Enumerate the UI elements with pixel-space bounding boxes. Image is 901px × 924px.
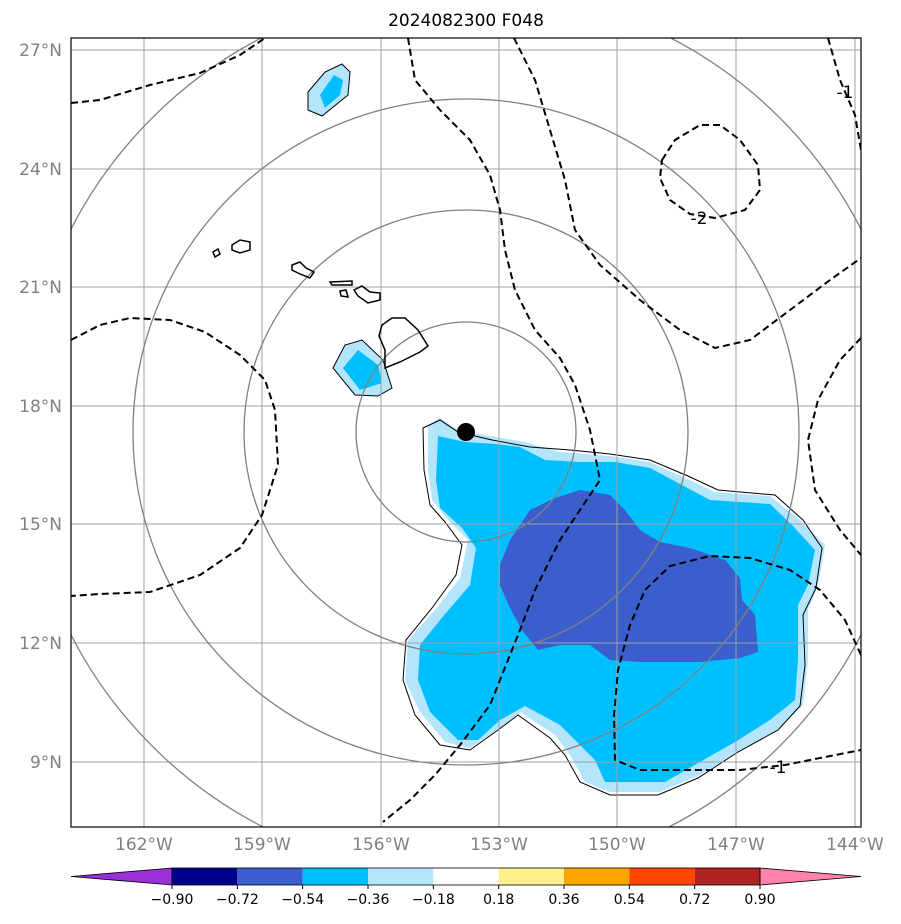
anomaly-north-patch-core [320, 75, 343, 108]
anomaly-bigisland-patch-core [343, 350, 382, 390]
colorbar-frame [171, 867, 761, 886]
lat-tick: 27°N [19, 41, 62, 61]
contour-left-mid [71, 316, 280, 597]
gridlines [71, 38, 861, 827]
coast-maui [352, 285, 381, 304]
lat-tick: 15°N [19, 515, 62, 535]
colorbar-tick-label: −0.90 [151, 892, 194, 908]
lon-tick: 150°W [588, 835, 646, 855]
colorbar-segment [433, 868, 499, 885]
colorbar-segment [302, 868, 368, 885]
map-title: 2024082300 F048 [388, 11, 544, 31]
lon-tick: 156°W [352, 835, 410, 855]
contour-center [382, 38, 602, 823]
lon-tick: 159°W [233, 835, 291, 855]
anomaly-outline [402, 419, 823, 796]
colorbar-tick-label: −0.36 [347, 892, 390, 908]
dashed-contours [71, 38, 861, 823]
colorbar-segment [564, 868, 630, 885]
colorbar-tick-label: 0.36 [548, 892, 579, 908]
map-frame [70, 37, 862, 828]
colorbar: −0.90 −0.72 −0.54 −0.36 −0.18 0.18 0.36 0.54 0.7… [70, 867, 862, 908]
range-ring-1 [355, 321, 577, 543]
contour-ring-minus2 [658, 124, 762, 220]
coast-kauai [231, 239, 251, 254]
lat-tick: 9°N [30, 753, 62, 773]
coastlines [212, 239, 430, 370]
contour-label-top-right: -1 [837, 83, 854, 103]
lon-tick: 147°W [707, 835, 765, 855]
lon-tick-labels: 162°W 159°W 156°W 153°W 150°W 147°W 144°… [115, 835, 884, 855]
coast-niihau [212, 247, 221, 259]
lat-tick: 21°N [19, 278, 62, 298]
contour-label-bottom: -1 [770, 758, 787, 778]
colorbar-segment [694, 868, 760, 885]
range-rings [71, 38, 861, 827]
colorbar-tick-label: −0.18 [412, 892, 455, 908]
colorbar-tick-label: 0.72 [679, 892, 710, 908]
colorbar-segment [498, 868, 564, 885]
lon-tick: 162°W [115, 835, 173, 855]
contour-lower-right [612, 554, 861, 771]
range-ring-2 [243, 209, 689, 655]
lat-tick: 24°N [19, 160, 62, 180]
anomaly-dark-region [500, 490, 758, 662]
lat-tick: 18°N [19, 397, 62, 417]
lat-tick-labels: 27°N 24°N 21°N 18°N 15°N 12°N 9°N [19, 41, 62, 773]
contour-label-ring: -2 [691, 209, 708, 229]
contour-center-right [513, 38, 861, 350]
colorbar-segment [368, 868, 434, 885]
colorbar-tick-label: 0.54 [614, 892, 645, 908]
colorbar-segment [237, 868, 303, 885]
colorbar-tick-label: −0.72 [216, 892, 259, 908]
colorbar-tick-label: −0.54 [281, 892, 324, 908]
colorbar-segment [629, 868, 695, 885]
colorbar-tick-label: 0.18 [483, 892, 514, 908]
contour-left-top [71, 38, 266, 104]
lon-tick: 144°W [826, 835, 884, 855]
map-area: -1 -2 -1 [71, 38, 861, 827]
colorbar-extend-high [759, 867, 862, 886]
contour-top-right [827, 38, 861, 151]
coast-hawaii [378, 317, 430, 370]
colorbar-segment [172, 868, 238, 885]
colorbar-tick-label: 0.90 [744, 892, 775, 908]
range-ring-3 [132, 98, 800, 766]
coast-oahu [291, 261, 316, 279]
lat-tick: 12°N [19, 634, 62, 654]
coast-lanai [339, 289, 350, 298]
coast-molokai [328, 280, 353, 286]
colorbar-extend-low [70, 867, 173, 886]
storm-center-marker [457, 423, 475, 441]
lon-tick: 153°W [470, 835, 528, 855]
contour-right [806, 337, 861, 556]
